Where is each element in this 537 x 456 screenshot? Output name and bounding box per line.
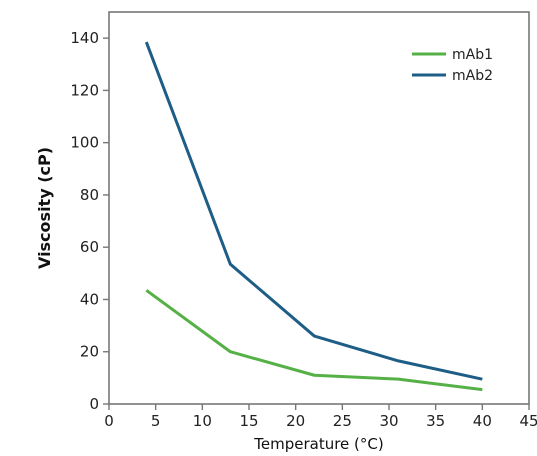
x-tick-label: 25 [333,412,352,430]
y-tick-label: 40 [80,290,99,308]
x-tick-label: 30 [379,412,398,430]
legend: mAb1 mAb2 [412,47,493,84]
y-tick-label: 140 [70,29,99,47]
x-tick-label: 35 [426,412,445,430]
series-layer [144,41,483,392]
y-tick-label: 120 [70,81,99,99]
y-tick-label: 80 [80,186,99,204]
plot-frame [108,11,530,405]
y-axis-label: Viscosity (cP) [35,147,54,269]
x-tick-label: 20 [286,412,305,430]
series-line-mab2 [144,41,483,381]
x-tick-label: 45 [519,412,537,430]
x-tick-label: 15 [239,412,258,430]
series-line-mab1 [145,289,483,392]
y-axis-ticks: 0 20 40 60 80 100 120 140 [70,29,109,413]
x-tick-label: 0 [104,412,114,430]
legend-label-mab2: mAb2 [452,68,493,84]
x-tick-label: 5 [151,412,161,430]
x-axis-ticks: 0 5 10 15 20 25 30 35 40 45 [104,404,537,430]
legend-label-mab1: mAb1 [452,47,493,63]
x-axis-label: Temperature (°C) [253,435,383,453]
y-tick-label: 0 [89,395,99,413]
y-tick-label: 60 [80,238,99,256]
x-tick-label: 10 [193,412,212,430]
y-tick-label: 100 [70,134,99,152]
x-tick-label: 40 [473,412,492,430]
y-tick-label: 20 [80,343,99,361]
